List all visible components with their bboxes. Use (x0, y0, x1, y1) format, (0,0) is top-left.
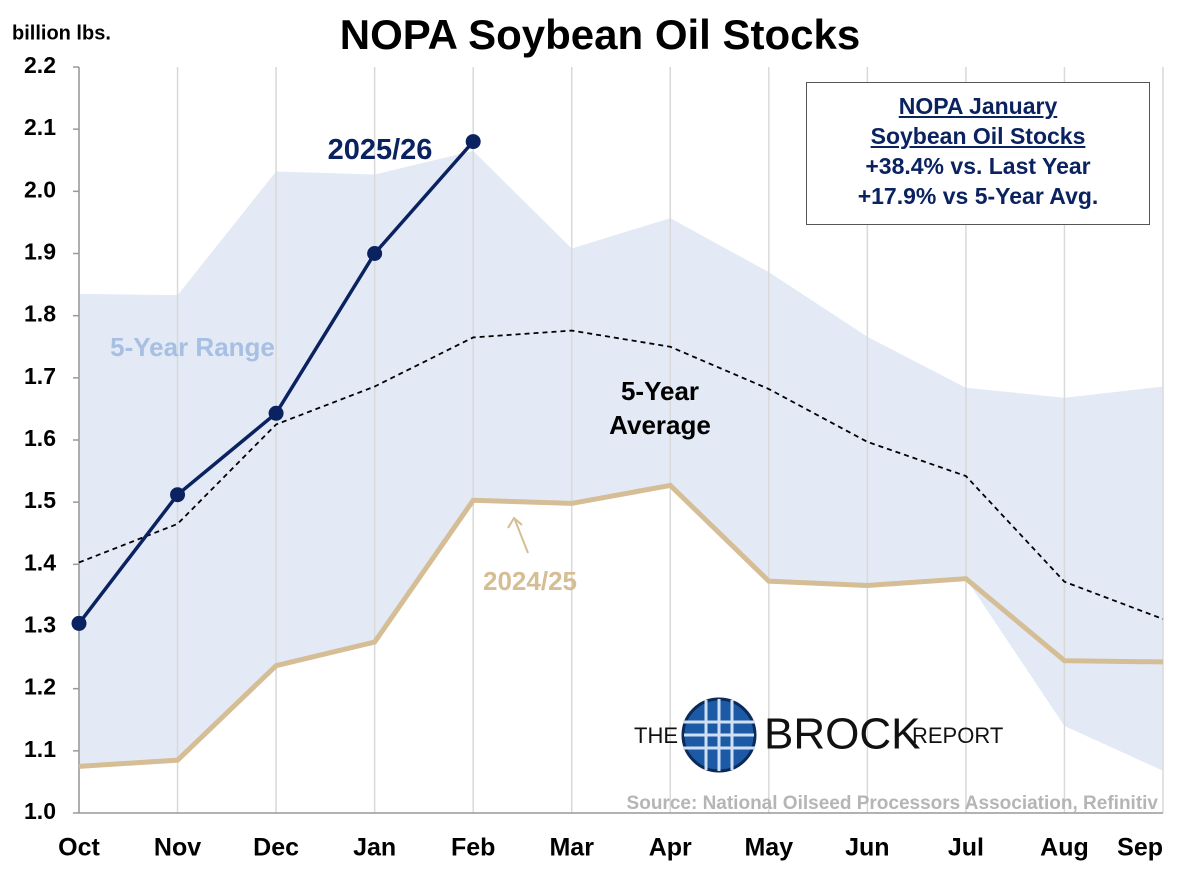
series-marker (170, 487, 186, 503)
y-tick-label: 1.7 (24, 363, 56, 389)
logo-globe-grid (683, 699, 755, 771)
y-tick-label: 1.8 (24, 301, 56, 327)
series-label: 5-Year Average (609, 376, 711, 440)
x-tick-label: Feb (451, 834, 495, 862)
y-axis-label: billion lbs. (12, 22, 111, 44)
x-tick-label: Jun (845, 834, 889, 862)
y-tick-label: 1.2 (24, 674, 56, 700)
source: Source: National Oilseed Processors Asso… (627, 793, 1159, 814)
x-tick-label: Apr (649, 834, 692, 862)
x-tick-label: Jul (948, 834, 984, 862)
logo-left: THE (634, 723, 678, 748)
x-tick-label: Sep (1117, 834, 1163, 862)
x-tick-label: May (744, 834, 793, 862)
annotation-line: +17.9% vs 5-Year Avg. (857, 183, 1099, 209)
chart-title: NOPA Soybean Oil Stocks (340, 11, 860, 58)
y-tick-label: 1.1 (24, 736, 56, 762)
y-tick-label: 1.4 (24, 549, 56, 575)
annotation-box: NOPA January Soybean Oil Stocks +38.4% v… (806, 82, 1150, 225)
y-tick-label: 2.0 (24, 176, 56, 202)
logo-main: BROCK (764, 710, 920, 759)
series-marker (268, 405, 284, 421)
annotation-arrow (507, 516, 529, 554)
x-tick-label: Dec (253, 834, 299, 862)
y-tick-label: 1.6 (24, 425, 56, 451)
y-tick-label: 2.2 (24, 52, 56, 78)
x-tick-label: Nov (154, 834, 201, 862)
logo-right: REPORT (912, 723, 1003, 748)
series-label: 2024/25 (483, 566, 577, 596)
series-label: 5-Year Range (110, 332, 275, 362)
range-band (79, 150, 1163, 771)
x-tick-label: Oct (58, 834, 100, 862)
y-tick-label: 1.0 (24, 798, 56, 824)
y-tick-label: 1.3 (24, 612, 56, 638)
y-tick-label: 2.1 (24, 114, 56, 140)
y-tick-label: 1.5 (24, 487, 56, 513)
series-marker (71, 615, 87, 631)
series-line (78, 482, 1164, 769)
x-tick-label: Mar (549, 834, 594, 862)
annotation-box-title: NOPA January Soybean Oil Stocks (870, 93, 1086, 149)
series-label: 2025/26 (327, 134, 433, 166)
logo: THE BROCK REPORT (634, 697, 1003, 773)
y-tick-label: 1.9 (24, 239, 56, 265)
series-marker (465, 134, 481, 150)
x-tick-label: Jan (353, 834, 396, 862)
series-marker (367, 246, 383, 261)
annotation-line: +38.4% vs. Last Year (865, 153, 1091, 179)
x-tick-label: Aug (1040, 834, 1089, 862)
